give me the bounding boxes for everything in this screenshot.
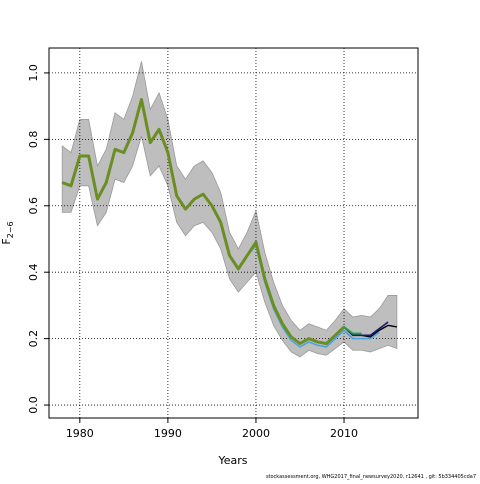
y-tick-label: 0.6 (27, 197, 40, 215)
confidence-band (61, 61, 398, 358)
x-tick-label: 2010 (330, 427, 358, 440)
x-tick-label: 1980 (66, 427, 94, 440)
x-axis-label: Years (217, 454, 247, 467)
y-tick-label: 0.2 (27, 330, 40, 348)
x-tick-label: 2000 (242, 427, 270, 440)
y-axis-label-sub: 2−6 (6, 221, 15, 238)
plot-frame (48, 47, 419, 419)
y-axis-label: F2−6 (0, 221, 15, 244)
x-tick-label: 1990 (154, 427, 182, 440)
series-line (61, 97, 346, 346)
plot-layer (49, 48, 418, 418)
y-axis-label-main: F (0, 238, 13, 244)
y-tick-label: 0.4 (27, 263, 40, 281)
y-tick-label: 1.0 (27, 64, 40, 82)
footer: stockassessment.org, WHG2017_final_newsu… (266, 474, 476, 480)
y-tick-label: 0.8 (27, 131, 40, 149)
y-tick-label: 0.0 (27, 396, 40, 414)
